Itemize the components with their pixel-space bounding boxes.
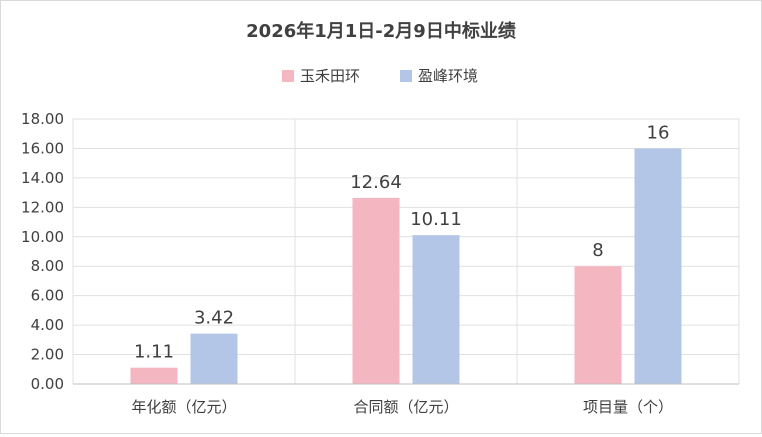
bar-series-2-category-1 xyxy=(190,333,238,384)
y-tick-label: 16.00 xyxy=(21,139,64,157)
bar-series-1-category-2 xyxy=(352,197,400,384)
bars-layer xyxy=(130,148,682,384)
bar-series-2-category-3 xyxy=(634,148,682,384)
data-label-series-2-category-2: 10.11 xyxy=(410,209,462,230)
y-tick-label: 6.00 xyxy=(31,287,64,305)
y-tick-label: 8.00 xyxy=(31,257,64,275)
axes-layer: 0.00 2.00 4.00 6.00 8.00 10.00 12.00 14.00 16.00… xyxy=(21,110,739,416)
x-category-label-1: 年化额（亿元） xyxy=(131,398,236,416)
grid-layer xyxy=(72,118,740,385)
data-label-series-1-category-2: 12.64 xyxy=(350,172,402,193)
y-tick-label: 0.00 xyxy=(31,375,64,393)
legend-label-1: 玉禾田环 xyxy=(300,67,360,85)
data-label-series-2-category-3: 16 xyxy=(647,122,670,143)
data-label-series-1-category-3: 8 xyxy=(592,240,603,261)
legend-swatch-1 xyxy=(282,70,294,82)
chart-title: 2026年1月1日-2月9日中标业绩 xyxy=(246,20,516,42)
x-category-label-3: 项目量（个） xyxy=(583,398,673,416)
data-label-series-1-category-1: 1.11 xyxy=(134,342,174,363)
legend-swatch-2 xyxy=(400,70,412,82)
x-category-label-2: 合同额（亿元） xyxy=(353,398,458,416)
legend-label-2: 盈峰环境 xyxy=(418,67,478,85)
bar-series-1-category-3 xyxy=(574,266,622,384)
y-tick-label: 14.00 xyxy=(21,169,64,187)
bar-series-1-category-1 xyxy=(130,367,178,384)
labels-layer: 1.11 3.42 12.64 10.11 8 16 xyxy=(134,122,669,362)
bar-series-2-category-2 xyxy=(412,235,460,384)
y-tick-label: 4.00 xyxy=(31,316,64,334)
y-tick-label: 2.00 xyxy=(31,346,64,364)
y-tick-label: 10.00 xyxy=(21,228,64,246)
y-tick-label: 18.00 xyxy=(21,110,64,128)
legend: 玉禾田环 盈峰环境 xyxy=(282,67,478,85)
y-tick-label: 12.00 xyxy=(21,198,64,216)
data-label-series-2-category-1: 3.42 xyxy=(194,308,234,329)
